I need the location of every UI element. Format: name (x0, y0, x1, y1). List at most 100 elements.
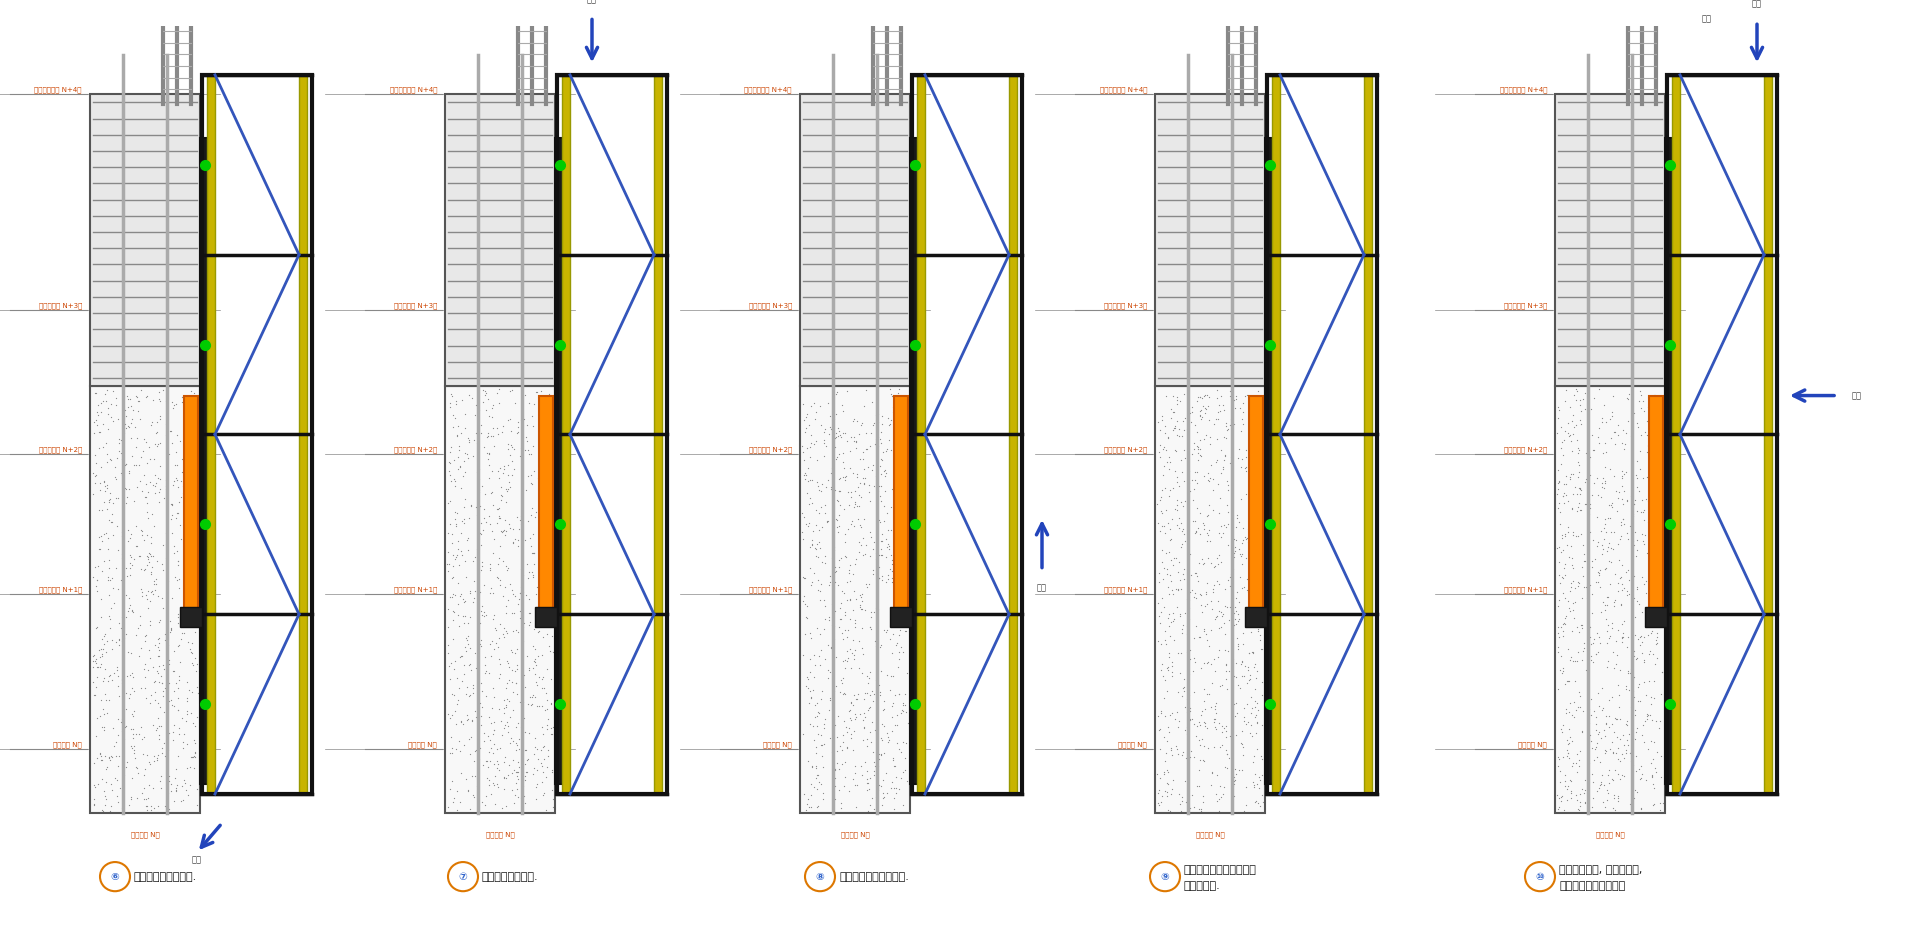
Point (440, 473, 470, 488)
Point (177, 635, 207, 650)
Point (432, 646, 463, 661)
Circle shape (804, 862, 835, 891)
Point (528, 430, 559, 445)
Point (1206, 605, 1236, 620)
Point (1198, 502, 1229, 517)
Point (104, 436, 134, 451)
Point (165, 473, 196, 488)
Point (121, 390, 152, 405)
Point (845, 602, 876, 617)
Point (1219, 392, 1250, 407)
Point (77, 660, 108, 675)
Point (1175, 585, 1206, 600)
Point (876, 699, 906, 714)
Point (1200, 721, 1231, 736)
Point (1221, 508, 1252, 522)
Point (1246, 675, 1277, 689)
Point (171, 761, 202, 776)
Point (117, 604, 148, 619)
Point (1588, 445, 1619, 460)
Point (1592, 589, 1622, 604)
Point (814, 693, 845, 708)
Point (503, 597, 534, 612)
Point (801, 411, 831, 426)
Point (499, 462, 530, 477)
Point (526, 720, 557, 735)
Point (1644, 803, 1674, 818)
Point (520, 504, 551, 519)
Point (1617, 495, 1647, 510)
Point (79, 425, 109, 440)
Point (1235, 667, 1265, 682)
Point (528, 670, 559, 685)
Point (526, 680, 557, 695)
Point (1213, 612, 1244, 627)
Point (810, 548, 841, 563)
Point (803, 550, 833, 564)
Point (507, 434, 538, 449)
Point (1592, 623, 1622, 638)
Point (513, 606, 543, 620)
Point (1601, 730, 1632, 745)
Point (142, 799, 173, 814)
Point (891, 419, 922, 434)
Point (156, 497, 186, 512)
Point (476, 410, 507, 425)
Point (1569, 392, 1599, 407)
Point (1217, 540, 1248, 555)
Point (1607, 468, 1638, 483)
Point (146, 675, 177, 690)
Point (132, 496, 163, 511)
Point (175, 599, 205, 614)
Point (826, 428, 856, 443)
Point (852, 675, 883, 690)
Point (463, 501, 493, 516)
Point (801, 657, 831, 672)
Point (169, 587, 200, 602)
Point (493, 724, 524, 739)
Point (108, 468, 138, 483)
Point (463, 461, 493, 476)
Point (520, 689, 551, 704)
Point (1605, 532, 1636, 547)
Point (1154, 587, 1185, 602)
Point (833, 563, 864, 578)
Point (816, 745, 847, 759)
Point (1622, 596, 1653, 611)
Point (117, 411, 148, 426)
Point (1567, 703, 1597, 718)
Point (1238, 767, 1269, 782)
Point (1607, 630, 1638, 645)
Point (132, 791, 163, 806)
Point (528, 681, 559, 696)
Point (1165, 540, 1196, 555)
Point (436, 707, 467, 722)
Point (804, 577, 835, 592)
Point (465, 562, 495, 577)
Point (1574, 578, 1605, 592)
Point (1227, 556, 1258, 571)
Point (1204, 603, 1235, 618)
Point (482, 463, 513, 478)
Point (879, 759, 910, 773)
Point (161, 748, 192, 763)
Point (1160, 464, 1190, 479)
Point (113, 466, 144, 480)
Point (463, 654, 493, 669)
Point (1640, 524, 1670, 539)
Point (881, 488, 912, 503)
Point (468, 387, 499, 402)
Point (459, 408, 490, 423)
Point (851, 547, 881, 562)
Point (111, 702, 142, 717)
Point (480, 797, 511, 812)
Point (169, 584, 200, 599)
Point (515, 447, 545, 462)
Point (156, 622, 186, 637)
Point (1567, 503, 1597, 518)
Point (1194, 436, 1225, 451)
Point (79, 688, 109, 703)
Point (516, 689, 547, 704)
Point (171, 423, 202, 438)
Point (163, 554, 194, 569)
